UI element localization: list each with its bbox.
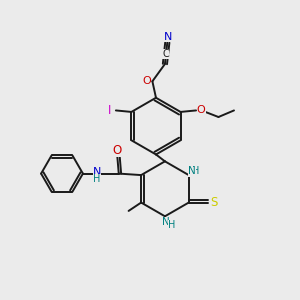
Text: S: S xyxy=(210,196,217,209)
Text: H: H xyxy=(192,167,199,176)
Text: C: C xyxy=(163,49,169,58)
Text: I: I xyxy=(108,104,112,117)
Text: N: N xyxy=(188,167,196,176)
Text: H: H xyxy=(93,174,100,184)
Text: O: O xyxy=(197,105,206,115)
Text: N: N xyxy=(164,32,172,42)
Text: H: H xyxy=(168,220,175,230)
Text: N: N xyxy=(162,217,170,227)
Text: O: O xyxy=(142,76,152,86)
Text: O: O xyxy=(112,144,122,157)
Text: N: N xyxy=(93,167,101,177)
